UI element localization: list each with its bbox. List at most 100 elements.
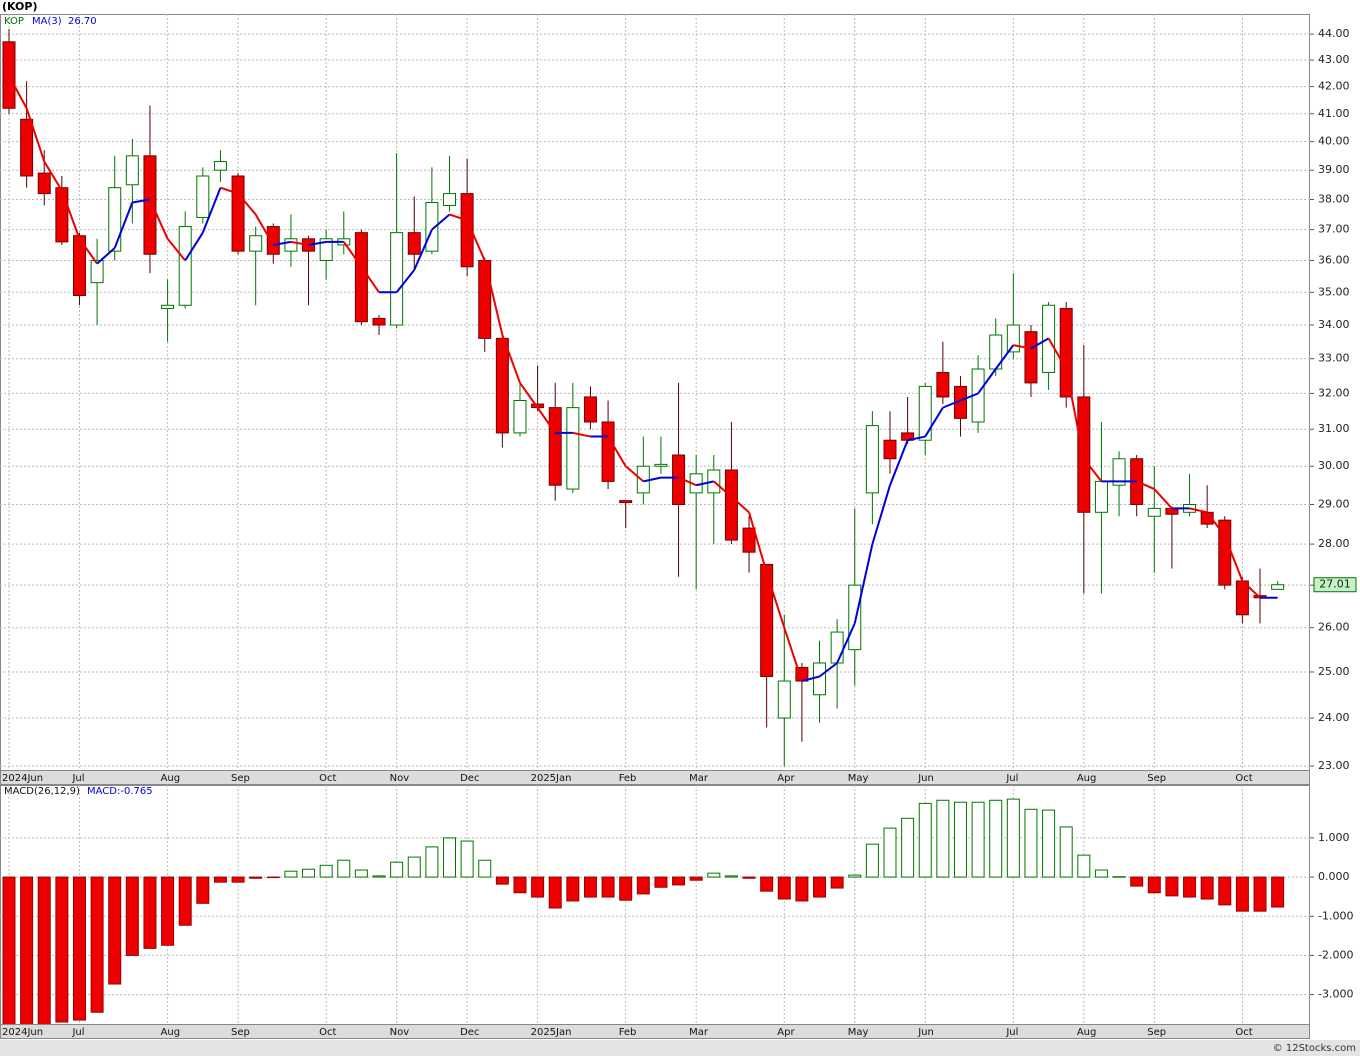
macd-bar	[1006, 798, 1020, 878]
macd-bar	[636, 876, 650, 895]
macd-bar	[1147, 876, 1161, 894]
macd-bar	[213, 876, 227, 883]
y-tick-label: 43.00	[1318, 53, 1350, 66]
ma-line-segment	[1065, 368, 1085, 459]
candle-body	[495, 337, 509, 434]
ma-line-segment	[1189, 507, 1208, 514]
macd-bar	[1059, 826, 1073, 878]
macd-bar	[707, 872, 721, 878]
ma-line-segment	[290, 240, 309, 246]
macd-bar	[936, 799, 950, 878]
y-tick-label: 23.00	[1318, 759, 1350, 772]
last-price-label: 27.01	[1319, 578, 1351, 591]
y-tick-label: 0.000	[1318, 870, 1350, 883]
panel-value: MACD:-0.765	[87, 786, 153, 797]
ma-line-segment	[96, 247, 116, 265]
macd-bar	[1200, 876, 1214, 900]
macd-bar	[513, 876, 527, 894]
macd-bar	[848, 874, 862, 878]
x-tick-label: Oct	[319, 1027, 336, 1038]
candle-body	[813, 662, 827, 696]
ma-line-segment	[695, 480, 715, 487]
y-tick-label: -1.000	[1318, 909, 1353, 922]
candle-body	[601, 421, 615, 482]
macd-bar	[1024, 808, 1038, 878]
y-tick-label: 38.00	[1318, 193, 1350, 206]
ma-line-segment	[273, 240, 292, 246]
ma-line-segment	[132, 198, 151, 204]
ma-line-segment	[1241, 580, 1261, 599]
y-tick-label: 29.00	[1318, 498, 1350, 511]
y-tick-label: -3.000	[1318, 988, 1353, 1001]
credit: © 12Stocks.com	[1273, 1043, 1356, 1054]
macd-bar	[619, 876, 633, 901]
macd-bar	[425, 846, 439, 878]
macd-bar	[354, 869, 368, 878]
x-tick-label: Apr	[777, 1027, 795, 1038]
candle-body	[513, 399, 527, 434]
ma-line-segment	[166, 238, 186, 262]
y-tick-label: 33.00	[1318, 352, 1350, 365]
y-tick-label: 34.00	[1318, 318, 1350, 331]
x-tick-label: Apr	[777, 773, 795, 784]
y-tick-label: 39.00	[1318, 163, 1350, 176]
candle-body	[161, 304, 175, 310]
ma-line-segment	[360, 266, 380, 293]
x-tick-label: Sep	[1147, 1027, 1166, 1038]
ma-line-segment	[431, 213, 451, 231]
ma-line-segment	[1223, 535, 1244, 582]
macd-bar	[108, 876, 122, 985]
y-tick-label: -2.000	[1318, 948, 1353, 961]
x-tick-label: Aug	[1077, 773, 1097, 784]
macd-bar	[689, 876, 703, 881]
x-tick-label: Jun	[917, 1027, 934, 1038]
candle-body	[742, 527, 756, 553]
y-tick-label: 35.00	[1318, 285, 1350, 298]
ma-line-segment	[501, 334, 521, 384]
x-tick-label: May	[848, 1027, 869, 1038]
macd-bar	[495, 876, 509, 885]
candle-body	[196, 175, 210, 218]
candle-body	[460, 193, 474, 268]
ma-line-segment	[449, 213, 468, 222]
macd-bar	[672, 876, 686, 886]
ma-line-segment	[220, 186, 239, 195]
ma-line-segment	[536, 407, 557, 434]
candle-body	[443, 193, 456, 206]
macd-bar	[971, 801, 985, 878]
x-tick-label: Feb	[619, 1027, 637, 1038]
x-tick-label: Jun	[917, 773, 934, 784]
y-tick-label: 36.00	[1318, 254, 1350, 267]
macd-bar	[1130, 876, 1144, 887]
candle-body	[777, 680, 791, 719]
x-tick-label: Sep	[231, 773, 250, 784]
y-tick-label: 25.00	[1318, 665, 1350, 678]
macd-bar	[531, 876, 545, 898]
ma-line-segment	[237, 192, 257, 216]
ma-line-segment	[308, 240, 327, 246]
candle-body	[865, 425, 879, 494]
macd-bar	[337, 859, 351, 878]
ma-line-segment	[607, 436, 627, 467]
macd-bar	[72, 876, 86, 1021]
ma-line-segment	[572, 431, 591, 438]
ma-line-segment	[765, 572, 786, 629]
macd-bar	[302, 868, 316, 878]
macd-bar	[178, 876, 192, 926]
candle-body	[231, 175, 245, 252]
candle-body	[848, 584, 862, 651]
ma-line-segment	[1206, 511, 1226, 537]
candle-body	[830, 631, 844, 664]
ma-line-segment	[871, 484, 891, 545]
y-tick-label: 31.00	[1318, 422, 1350, 435]
candle-body	[372, 317, 386, 326]
macd-bar	[654, 876, 668, 888]
x-tick-label: Feb	[619, 773, 637, 784]
macd-bar	[460, 840, 474, 878]
macd-bar	[20, 876, 34, 1024]
x-tick-label: Sep	[231, 1027, 250, 1038]
macd-bar	[901, 817, 915, 878]
ma-line-segment	[60, 190, 81, 240]
y-tick-label: 41.00	[1318, 107, 1350, 120]
panel-title: MACD(26,12,9)	[4, 786, 80, 797]
